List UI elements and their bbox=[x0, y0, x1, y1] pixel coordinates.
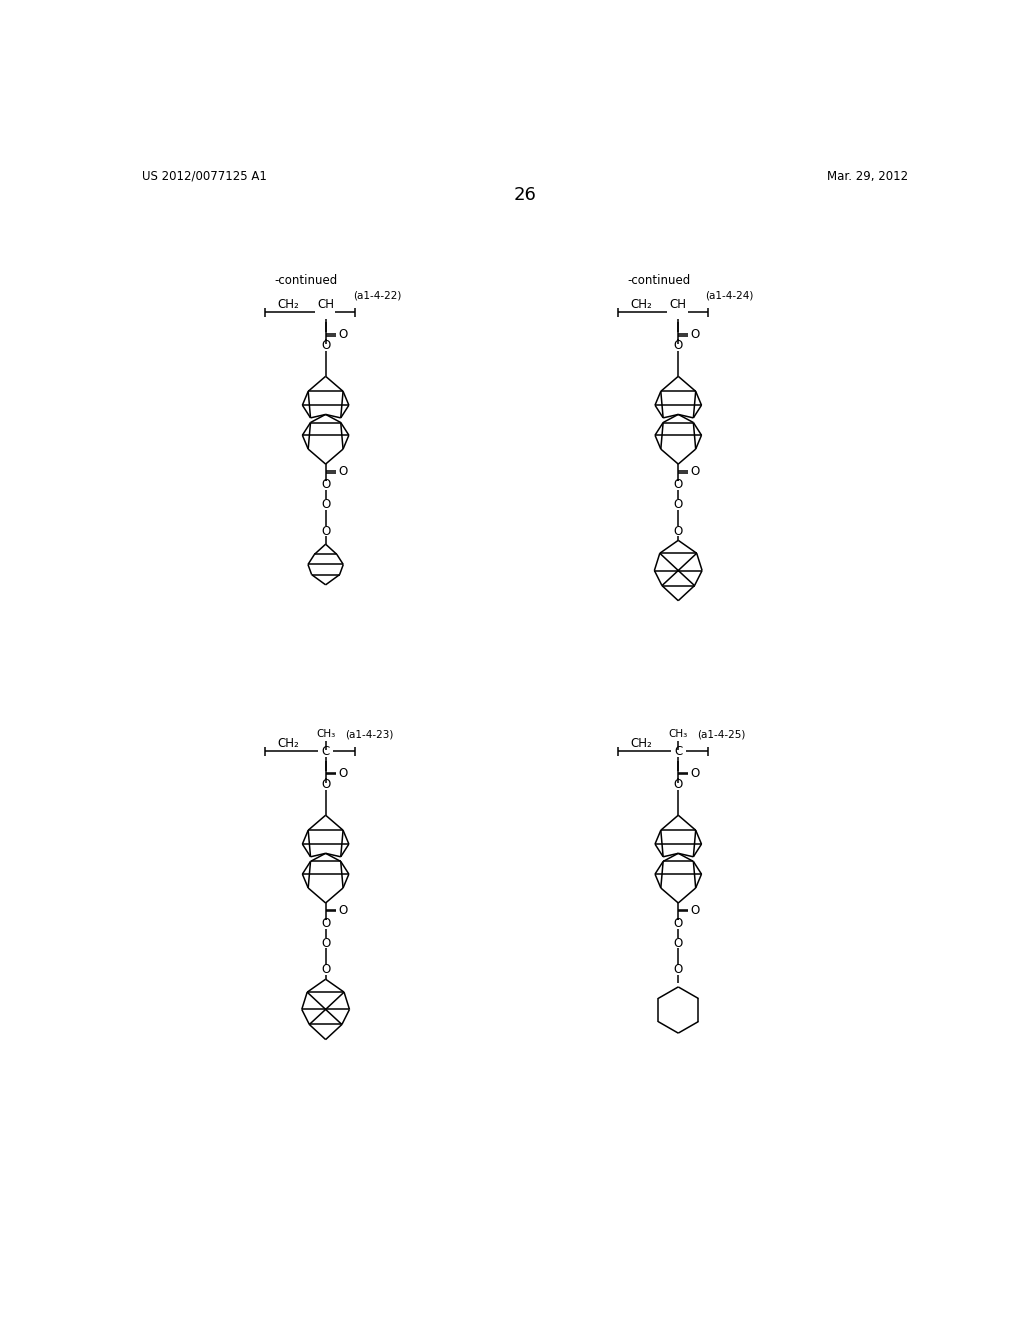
Text: O: O bbox=[321, 917, 331, 931]
Text: CH: CH bbox=[317, 298, 334, 312]
Text: O: O bbox=[338, 465, 347, 478]
Text: CH: CH bbox=[670, 298, 687, 312]
Text: O: O bbox=[338, 767, 347, 780]
Text: Mar. 29, 2012: Mar. 29, 2012 bbox=[826, 169, 907, 182]
Text: CH₃: CH₃ bbox=[669, 730, 688, 739]
Text: (a1-4-25): (a1-4-25) bbox=[697, 730, 746, 739]
Text: (a1-4-23): (a1-4-23) bbox=[345, 730, 393, 739]
Text: CH₃: CH₃ bbox=[316, 730, 335, 739]
Text: -continued: -continued bbox=[274, 273, 338, 286]
Text: (a1-4-22): (a1-4-22) bbox=[352, 290, 401, 301]
Text: O: O bbox=[690, 904, 700, 917]
Text: O: O bbox=[321, 936, 331, 949]
Text: (a1-4-24): (a1-4-24) bbox=[706, 290, 754, 301]
Text: O: O bbox=[321, 524, 331, 537]
Text: O: O bbox=[674, 524, 683, 537]
Text: O: O bbox=[321, 498, 331, 511]
Text: O: O bbox=[321, 964, 331, 977]
Text: O: O bbox=[690, 465, 700, 478]
Text: CH₂: CH₂ bbox=[630, 737, 652, 750]
Text: O: O bbox=[674, 964, 683, 977]
Text: O: O bbox=[338, 329, 347, 342]
Text: O: O bbox=[674, 498, 683, 511]
Text: O: O bbox=[674, 936, 683, 949]
Text: O: O bbox=[674, 777, 683, 791]
Text: 26: 26 bbox=[513, 186, 537, 203]
Text: C: C bbox=[674, 744, 682, 758]
Text: CH₂: CH₂ bbox=[278, 737, 299, 750]
Text: O: O bbox=[674, 339, 683, 352]
Text: O: O bbox=[674, 917, 683, 931]
Text: O: O bbox=[338, 904, 347, 917]
Text: CH₂: CH₂ bbox=[278, 298, 299, 312]
Text: C: C bbox=[322, 744, 330, 758]
Text: O: O bbox=[321, 339, 331, 352]
Text: CH₂: CH₂ bbox=[630, 298, 652, 312]
Text: O: O bbox=[321, 478, 331, 491]
Text: O: O bbox=[690, 329, 700, 342]
Text: O: O bbox=[321, 777, 331, 791]
Text: O: O bbox=[674, 478, 683, 491]
Text: O: O bbox=[690, 767, 700, 780]
Text: US 2012/0077125 A1: US 2012/0077125 A1 bbox=[142, 169, 267, 182]
Text: -continued: -continued bbox=[628, 273, 690, 286]
